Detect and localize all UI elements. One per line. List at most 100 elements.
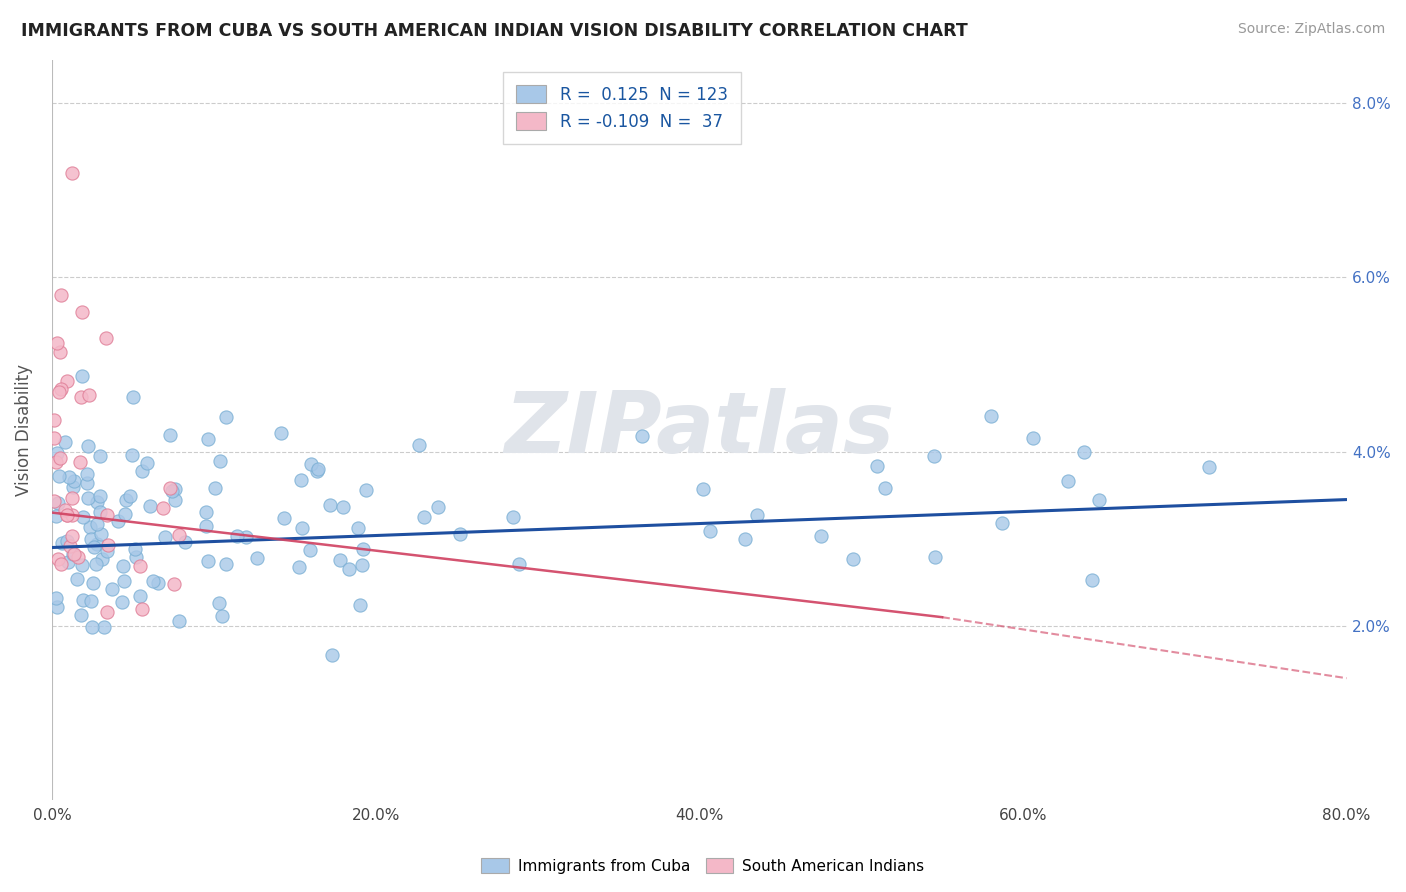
Point (810, 529, 832, 543)
Y-axis label: Vision Disability: Vision Disability (15, 364, 32, 496)
Point (128, 559, 150, 574)
Point (349, 598, 371, 612)
Point (131, 464, 153, 478)
Point (69, 607, 91, 622)
Point (58, 470, 80, 484)
Legend: Immigrants from Cuba, South American Indians: Immigrants from Cuba, South American Ind… (475, 852, 931, 880)
Point (76, 467, 98, 481)
Point (49, 288, 72, 302)
Point (131, 602, 153, 616)
Text: ZIPatlas: ZIPatlas (505, 388, 894, 471)
Point (352, 542, 374, 557)
Point (114, 507, 136, 521)
Point (152, 501, 174, 516)
Point (122, 390, 145, 404)
Point (692, 482, 714, 496)
Point (49, 382, 72, 396)
Point (1081, 573, 1104, 587)
Point (89, 527, 111, 541)
Point (235, 530, 257, 544)
Point (53, 435, 76, 450)
Point (924, 449, 946, 463)
Point (77, 491, 100, 505)
Point (60, 508, 83, 522)
Point (332, 500, 354, 514)
Point (124, 550, 146, 565)
Point (734, 533, 756, 547)
Point (80, 532, 103, 546)
Point (112, 574, 135, 589)
Point (329, 553, 352, 567)
Point (508, 557, 530, 571)
Point (101, 582, 124, 596)
Point (163, 493, 186, 508)
Point (62, 480, 84, 494)
Point (337, 562, 360, 576)
Point (1073, 445, 1095, 459)
Point (60, 166, 83, 180)
Point (321, 648, 343, 663)
Point (412, 510, 434, 524)
Point (48, 345, 70, 359)
Point (66, 572, 89, 586)
Point (42, 412, 65, 426)
Point (159, 482, 181, 496)
Point (45, 455, 67, 469)
Point (197, 432, 219, 446)
Point (89, 505, 111, 519)
Point (1057, 474, 1080, 488)
Point (273, 511, 295, 525)
Point (139, 499, 162, 513)
Point (111, 559, 134, 574)
Point (42, 431, 65, 445)
Point (96, 508, 118, 522)
Point (45, 591, 67, 606)
Point (291, 521, 314, 535)
Point (63, 474, 86, 488)
Point (82, 576, 104, 591)
Point (426, 500, 449, 515)
Point (146, 575, 169, 590)
Point (72, 509, 94, 524)
Point (745, 508, 768, 522)
Point (991, 516, 1014, 530)
Point (111, 594, 134, 608)
Point (46, 496, 69, 510)
Text: IMMIGRANTS FROM CUBA VS SOUTH AMERICAN INDIAN VISION DISABILITY CORRELATION CHAR: IMMIGRANTS FROM CUBA VS SOUTH AMERICAN I… (21, 22, 967, 40)
Point (89, 489, 111, 503)
Point (69, 455, 91, 469)
Point (82, 620, 104, 634)
Point (96, 544, 118, 558)
Point (115, 493, 138, 508)
Point (48, 469, 70, 483)
Point (136, 456, 159, 470)
Point (56, 533, 79, 548)
Point (299, 542, 322, 557)
Point (45, 509, 67, 524)
Point (60, 529, 83, 543)
Point (167, 614, 190, 628)
Point (630, 428, 652, 442)
Point (163, 577, 186, 591)
Point (305, 464, 328, 478)
Point (59, 539, 82, 553)
Point (1022, 431, 1045, 445)
Point (66, 550, 89, 565)
Point (155, 530, 177, 544)
Point (55, 503, 77, 517)
Point (299, 457, 322, 471)
Point (84, 557, 107, 571)
Point (167, 528, 190, 542)
Point (290, 474, 312, 488)
Point (48, 384, 70, 399)
Point (77, 439, 100, 453)
Point (45, 446, 67, 460)
Point (197, 554, 219, 568)
Point (246, 550, 269, 565)
Point (49, 450, 72, 465)
Point (347, 520, 370, 534)
Point (56, 508, 79, 522)
Point (142, 574, 165, 588)
Text: Source: ZipAtlas.com: Source: ZipAtlas.com (1237, 22, 1385, 37)
Point (97, 538, 120, 552)
